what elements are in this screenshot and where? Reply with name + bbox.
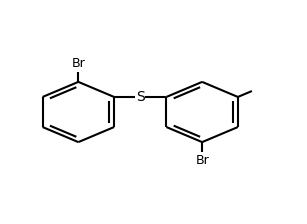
Text: S: S [136,90,145,104]
Text: Br: Br [72,57,85,70]
Text: Br: Br [195,154,209,167]
